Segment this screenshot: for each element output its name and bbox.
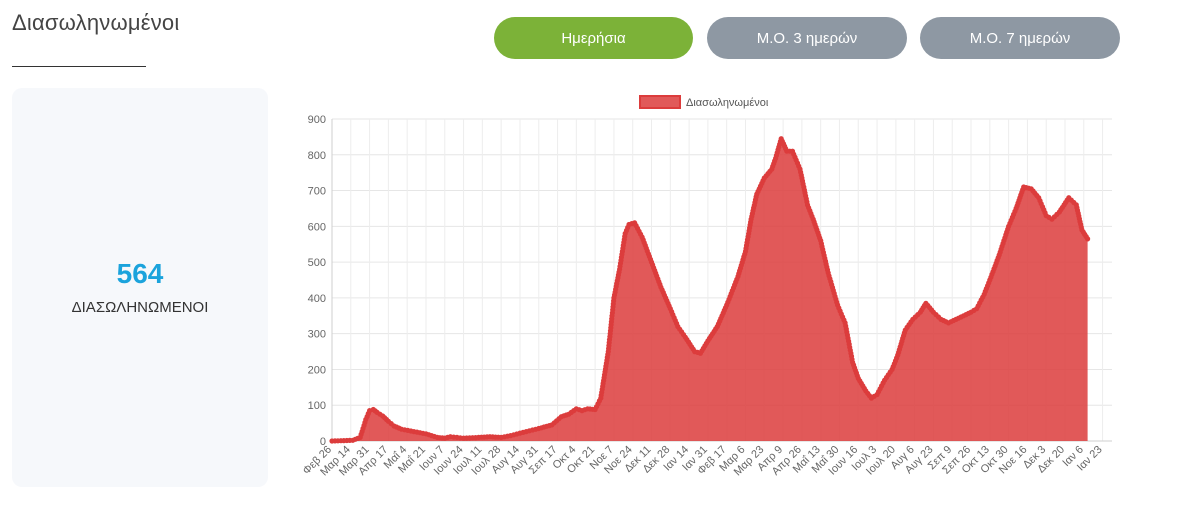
- moving-average-7-days-button[interactable]: Μ.Ο. 7 ημερών: [920, 17, 1120, 59]
- moving-average-3-days-button[interactable]: Μ.Ο. 3 ημερών: [707, 17, 907, 59]
- series-area: [332, 138, 1088, 441]
- legend-label: Διασωληνωμένοι: [686, 97, 769, 109]
- data-point: [1085, 236, 1091, 242]
- summary-card: 564 ΔΙΑΣΩΛΗΝΩΜΕΝΟΙ: [12, 88, 268, 487]
- title-underline: [12, 66, 146, 67]
- series-points: [329, 136, 1091, 444]
- y-tick-label: 800: [308, 150, 326, 162]
- intubated-count: 564: [116, 258, 164, 289]
- y-tick-label: 100: [308, 400, 326, 412]
- page-title: Διασωληνωμένοι: [12, 10, 180, 35]
- y-tick-label: 900: [308, 114, 326, 126]
- chart-legend[interactable]: Διασωληνωμένοι: [639, 95, 769, 109]
- daily-button[interactable]: Ημερήσια: [494, 17, 693, 59]
- y-tick-label: 500: [308, 257, 326, 269]
- intubated-label: ΔΙΑΣΩΛΗΝΩΜΕΝΟΙ: [71, 299, 209, 316]
- y-tick-label: 600: [308, 221, 326, 233]
- y-tick-label: 0: [320, 436, 326, 448]
- y-tick-label: 400: [308, 293, 326, 305]
- y-tick-label: 700: [308, 186, 326, 198]
- y-axis: 0 100 200 300 400 500 600 700 800 900: [308, 114, 326, 448]
- y-tick-label: 200: [308, 364, 326, 376]
- y-tick-label: 300: [308, 329, 326, 341]
- legend-swatch: [639, 95, 681, 109]
